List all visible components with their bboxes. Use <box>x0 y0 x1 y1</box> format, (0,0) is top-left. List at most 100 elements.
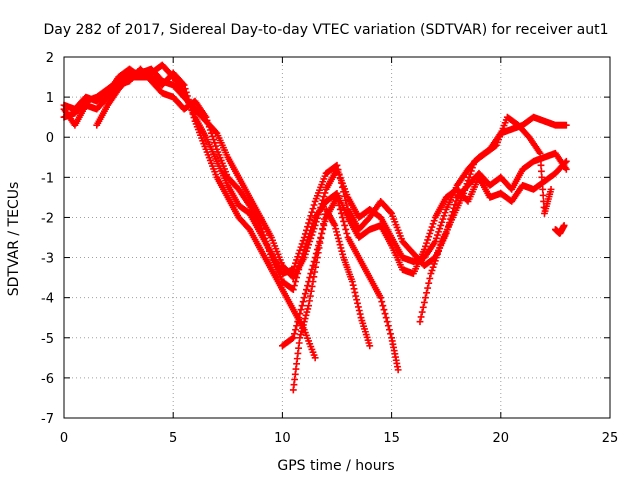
data-point <box>311 354 319 362</box>
data-point <box>348 278 356 286</box>
data-point <box>258 225 266 233</box>
data-point <box>464 177 472 184</box>
y-tick-label: -7 <box>41 412 54 427</box>
data-point <box>304 282 311 290</box>
data-point <box>429 263 437 271</box>
data-point <box>292 278 299 286</box>
y-tick-label: -6 <box>41 372 54 387</box>
data-point <box>311 268 319 276</box>
data-point <box>292 259 299 267</box>
data-point <box>427 226 435 234</box>
data-point <box>308 283 316 290</box>
data-point <box>337 179 345 187</box>
data-point <box>205 123 213 131</box>
data-point <box>291 282 298 290</box>
data-point <box>427 270 435 277</box>
data-point <box>461 186 469 194</box>
data-point <box>424 236 432 244</box>
axis-ticks: 0 5 10 15 20 25 -7 -6 -5 -4 -3 -2 -1 0 1 2 <box>41 51 618 446</box>
data-point <box>350 285 358 293</box>
data-point <box>418 308 426 316</box>
x-tick-label: 15 <box>383 431 400 446</box>
y-tick-label: -2 <box>41 211 54 226</box>
data-point <box>180 81 188 89</box>
data-point <box>441 209 449 217</box>
data-point <box>306 274 314 282</box>
series-track-7 <box>416 113 555 326</box>
data-point <box>261 234 269 242</box>
data-point <box>351 289 359 296</box>
data-point <box>356 310 364 318</box>
data-point <box>259 228 267 236</box>
data-point <box>561 159 569 166</box>
y-tick-label: -4 <box>41 292 54 307</box>
data-point <box>335 202 343 209</box>
plot-border <box>63 56 611 419</box>
data-point <box>380 306 388 314</box>
data-point <box>334 231 341 239</box>
data-point <box>560 222 568 229</box>
data-point <box>419 303 427 311</box>
data-point <box>315 244 323 252</box>
data-point <box>339 183 346 191</box>
data-point <box>538 179 546 187</box>
x-tick-label: 25 <box>602 431 619 446</box>
data-point <box>332 162 340 170</box>
data-point <box>263 241 271 249</box>
data-point <box>212 142 220 150</box>
data-point <box>204 120 212 127</box>
data-point <box>384 322 392 330</box>
data-point <box>382 314 390 322</box>
data-point <box>467 167 475 175</box>
data-point <box>470 161 477 168</box>
data-point <box>537 161 545 169</box>
data-point <box>303 286 310 294</box>
data-point <box>536 149 544 157</box>
data-point <box>416 318 424 326</box>
data-point <box>387 208 394 216</box>
data-point <box>438 218 446 226</box>
data-point <box>189 110 197 118</box>
series-track-2 <box>60 61 570 277</box>
x-axis-label: GPS time / hours <box>277 458 394 474</box>
data-point <box>206 126 214 134</box>
data-point <box>440 212 448 220</box>
data-point <box>316 239 324 247</box>
data-point <box>539 191 547 199</box>
data-point <box>308 208 316 216</box>
data-point <box>355 307 363 314</box>
data-point <box>300 318 308 326</box>
data-point <box>462 183 470 191</box>
data-point <box>341 192 349 200</box>
data-point <box>305 233 313 241</box>
data-point <box>336 175 344 182</box>
data-point <box>318 230 326 237</box>
data-point <box>439 215 447 223</box>
data-point <box>297 331 305 338</box>
data-point <box>300 246 308 253</box>
data-point <box>342 226 350 233</box>
data-point <box>262 238 270 245</box>
data-point <box>422 242 429 250</box>
data-point <box>264 244 272 252</box>
data-point <box>202 113 210 121</box>
data-point <box>337 210 345 217</box>
data-point <box>460 189 468 197</box>
data-point <box>319 225 326 233</box>
data-point <box>547 185 555 193</box>
data-point <box>313 258 320 266</box>
data-point <box>306 297 313 305</box>
data-point <box>539 185 547 193</box>
series-track-8 <box>552 222 568 237</box>
data-point <box>291 262 298 270</box>
data-point <box>538 167 545 175</box>
data-point <box>303 308 311 316</box>
data-point <box>265 247 273 255</box>
data-point <box>314 249 322 257</box>
data-point <box>303 239 310 247</box>
data-point <box>293 256 300 264</box>
data-point <box>298 327 306 335</box>
data-point <box>301 315 309 322</box>
data-point <box>312 263 319 271</box>
data-point <box>422 294 429 302</box>
